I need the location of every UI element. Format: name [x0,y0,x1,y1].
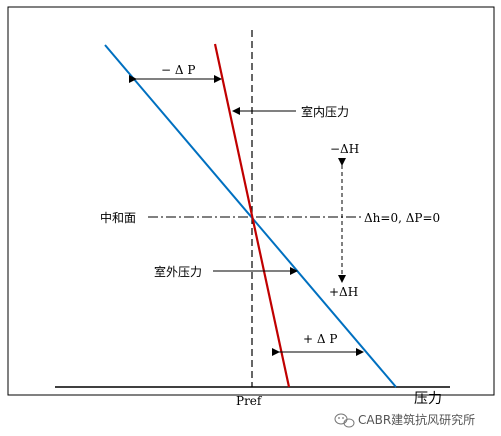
indoor-pressure-line [213,43,291,388]
neutral-plane-label: 中和面 [100,210,136,225]
pressure-axis-label: 压力 [414,391,442,407]
minus-delta-p-label: − Δ P [161,63,195,77]
outdoor-pressure-label: 室外压力 [154,264,202,279]
plus-delta-h-label: +ΔH [329,285,358,299]
plus-delta-p-label: + Δ P [303,332,337,346]
neutral-condition-label: Δh=0, ΔP=0 [364,211,440,225]
indoor-pressure-label: 室内压力 [301,104,349,119]
pref-label: Pref [236,394,263,408]
minus-delta-h-label: −ΔH [330,142,359,156]
wechat-icon [334,413,355,428]
watermark-text: CABR建筑抗风研究所 [358,412,475,427]
outdoor-pressure-line [104,44,397,388]
diagram-frame [7,6,495,396]
